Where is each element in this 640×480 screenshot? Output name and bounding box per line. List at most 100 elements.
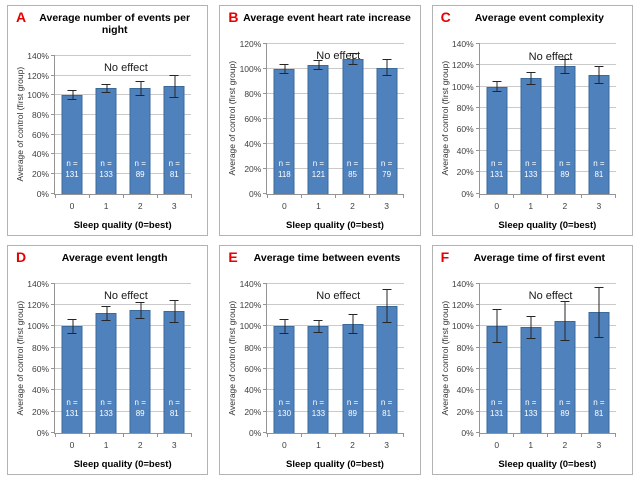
error-bar-line: [564, 58, 566, 74]
y-tick-label: 20%: [31, 168, 49, 179]
panel-letter: C: [440, 9, 451, 25]
y-tick-label: 40%: [31, 149, 49, 160]
n-value: 81: [169, 409, 179, 419]
gridline: [55, 172, 192, 174]
gridline: [479, 43, 616, 44]
y-tick-mark: [263, 92, 268, 94]
y-tick-label: 140%: [27, 278, 49, 289]
error-bar: [135, 301, 146, 319]
y-tick-mark: [263, 325, 268, 327]
x-tick-label: 2: [137, 200, 143, 211]
bar-series: n = 118 0 n = 121 1 n = 85 2 n = 79 3: [267, 44, 403, 211]
chart-title: Average number of events per night: [39, 12, 191, 36]
bar-slot: n = 131 0: [480, 44, 514, 211]
error-bar-line: [496, 81, 498, 93]
n-value: 81: [594, 169, 604, 179]
n-prefix: n =: [66, 158, 78, 168]
n-value: 89: [348, 409, 357, 419]
chart-title: Average time of first event: [473, 251, 606, 264]
x-tick-label: 0: [69, 440, 75, 450]
y-tick-mark: [475, 346, 480, 348]
gridline: [267, 325, 404, 327]
x-tick-label: 2: [137, 440, 143, 450]
y-tick-mark: [51, 410, 55, 412]
y-tick-mark: [475, 389, 480, 391]
y-tick-mark: [475, 64, 480, 66]
bar-slot: n = 133 1: [89, 284, 123, 450]
gridline: [479, 282, 616, 284]
error-bar-bottom-cap: [526, 83, 536, 85]
plot-area: No effect n = 131 0 n = 133 1 n = 89 2 n = 81 3 0% 2…: [27, 51, 192, 211]
error-bar-line: [598, 66, 600, 84]
n-count-label: n = 89: [347, 398, 358, 420]
chart-panel: B Average event heart rate increase Aver…: [219, 5, 421, 236]
bar-slot: n = 89 2: [548, 284, 582, 450]
gridline: [55, 303, 192, 305]
y-tick-label: 20%: [456, 406, 474, 417]
error-bar: [313, 319, 324, 333]
error-bar: [525, 315, 536, 340]
error-bar: [593, 286, 604, 338]
n-prefix: n =: [168, 398, 180, 408]
gridline: [479, 171, 616, 173]
error-bar-line: [352, 314, 354, 334]
y-tick-label: 140%: [239, 278, 262, 289]
y-tick-mark: [263, 303, 268, 305]
n-prefix: n =: [525, 158, 537, 168]
y-axis-label: Average of control (first group): [15, 66, 25, 182]
gridline: [55, 133, 192, 135]
chart-area: Average of control (first group) No effe…: [438, 24, 625, 233]
error-bar-line: [72, 90, 74, 101]
error-bar-bottom-cap: [382, 75, 392, 77]
n-count-label: n = 89: [135, 159, 146, 181]
y-tick-mark: [263, 432, 268, 433]
n-prefix: n =: [559, 158, 571, 168]
n-value: 89: [560, 169, 570, 179]
y-tick-label: 40%: [31, 385, 49, 396]
x-axis-label: Sleep quality (0=best): [73, 459, 172, 470]
y-tick-mark: [51, 432, 55, 433]
gridline: [479, 325, 616, 327]
n-prefix: n =: [278, 158, 291, 168]
plot-area: No effect n = 118 0 n = 121 1 n = 85 2 n = 79 3 0% 2…: [240, 39, 405, 211]
x-tick-mark: [369, 433, 371, 437]
error-bar-line: [174, 74, 176, 99]
no-effect-annotation: No effect: [528, 50, 573, 63]
x-tick-label: 1: [103, 200, 109, 211]
charts-grid: A Average number of events per night Ave…: [7, 5, 633, 475]
x-tick-mark: [581, 193, 583, 198]
gridline: [479, 128, 616, 130]
gridline: [479, 149, 616, 151]
y-tick-mark: [51, 153, 55, 155]
n-prefix: n =: [312, 158, 325, 168]
x-tick-label: 0: [494, 440, 500, 450]
no-effect-annotation: No effect: [103, 61, 148, 74]
chart-title: Average event heart rate increase: [243, 12, 411, 24]
x-tick-mark: [190, 193, 192, 198]
y-tick-label: 0%: [461, 428, 474, 438]
x-tick-mark: [122, 193, 124, 198]
error-bar-bottom-cap: [279, 332, 289, 334]
error-bar-line: [352, 52, 354, 66]
y-tick-mark: [263, 389, 268, 391]
error-bar-bottom-cap: [169, 322, 179, 324]
y-tick-label: 60%: [244, 113, 262, 124]
bar-slot: n = 85 2: [335, 44, 369, 211]
y-tick-label: 40%: [244, 138, 262, 149]
chart-panel: E Average time between events Average of…: [219, 244, 421, 475]
bar-series: n = 131 0 n = 133 1 n = 89 2 n = 81 3: [480, 44, 616, 211]
y-tick-label: 0%: [249, 188, 262, 199]
no-effect-annotation: No effect: [528, 290, 573, 303]
x-tick-mark: [54, 193, 56, 198]
bar-slot: n = 81 3: [370, 284, 404, 450]
no-effect-annotation: No effect: [316, 290, 361, 303]
error-bar-line: [318, 319, 320, 333]
n-value: 133: [524, 169, 538, 179]
y-tick-label: 40%: [244, 385, 262, 396]
y-tick-mark: [51, 192, 55, 194]
chart-panel: F Average time of first event Average of…: [431, 244, 633, 475]
gridline: [55, 410, 192, 412]
error-bar: [347, 52, 358, 66]
x-tick-mark: [513, 433, 515, 437]
error-bar-line: [598, 286, 600, 338]
